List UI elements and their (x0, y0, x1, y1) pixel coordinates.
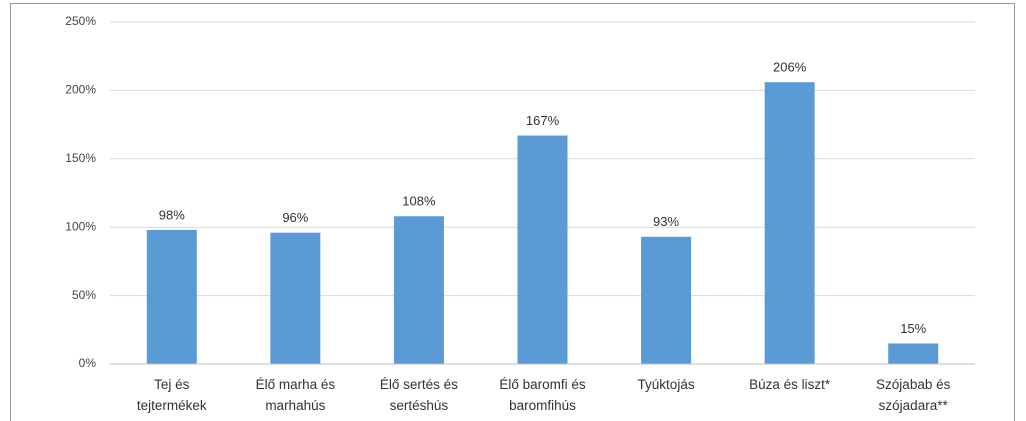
bar (764, 82, 815, 364)
data-label: 108% (402, 194, 436, 209)
x-tick-label: Élő marha és marhahús (255, 377, 336, 413)
x-tick-label: Élő baromfi és baromfihús (499, 377, 586, 413)
y-tick-label: 50% (72, 288, 96, 302)
x-tick-label: Búza és liszt* (749, 377, 831, 392)
x-tick-label: Tej és tejtermékek (136, 377, 207, 413)
y-tick-label: 150% (65, 151, 96, 165)
bar (146, 229, 197, 364)
data-label: 98% (159, 207, 185, 222)
y-tick-label: 200% (65, 83, 96, 97)
bar (393, 216, 444, 364)
bar (517, 135, 568, 364)
y-tick-label: 100% (65, 219, 96, 233)
data-label: 15% (900, 321, 926, 336)
frame (10, 3, 1015, 421)
bar (888, 343, 939, 364)
data-label: 93% (653, 214, 679, 229)
x-tick-label: Tyúktojás (637, 377, 695, 392)
y-tick-label: 0% (79, 356, 97, 370)
y-tick-label: 250% (65, 14, 96, 28)
x-tick-label: Szójabab és szójadara** (876, 377, 951, 413)
data-label: 167% (526, 113, 560, 128)
data-label: 96% (282, 210, 308, 225)
data-label: 206% (773, 60, 807, 75)
bar (641, 236, 692, 364)
bar (270, 232, 321, 364)
x-tick-label: Élő sertés és sertéshús (379, 377, 458, 413)
